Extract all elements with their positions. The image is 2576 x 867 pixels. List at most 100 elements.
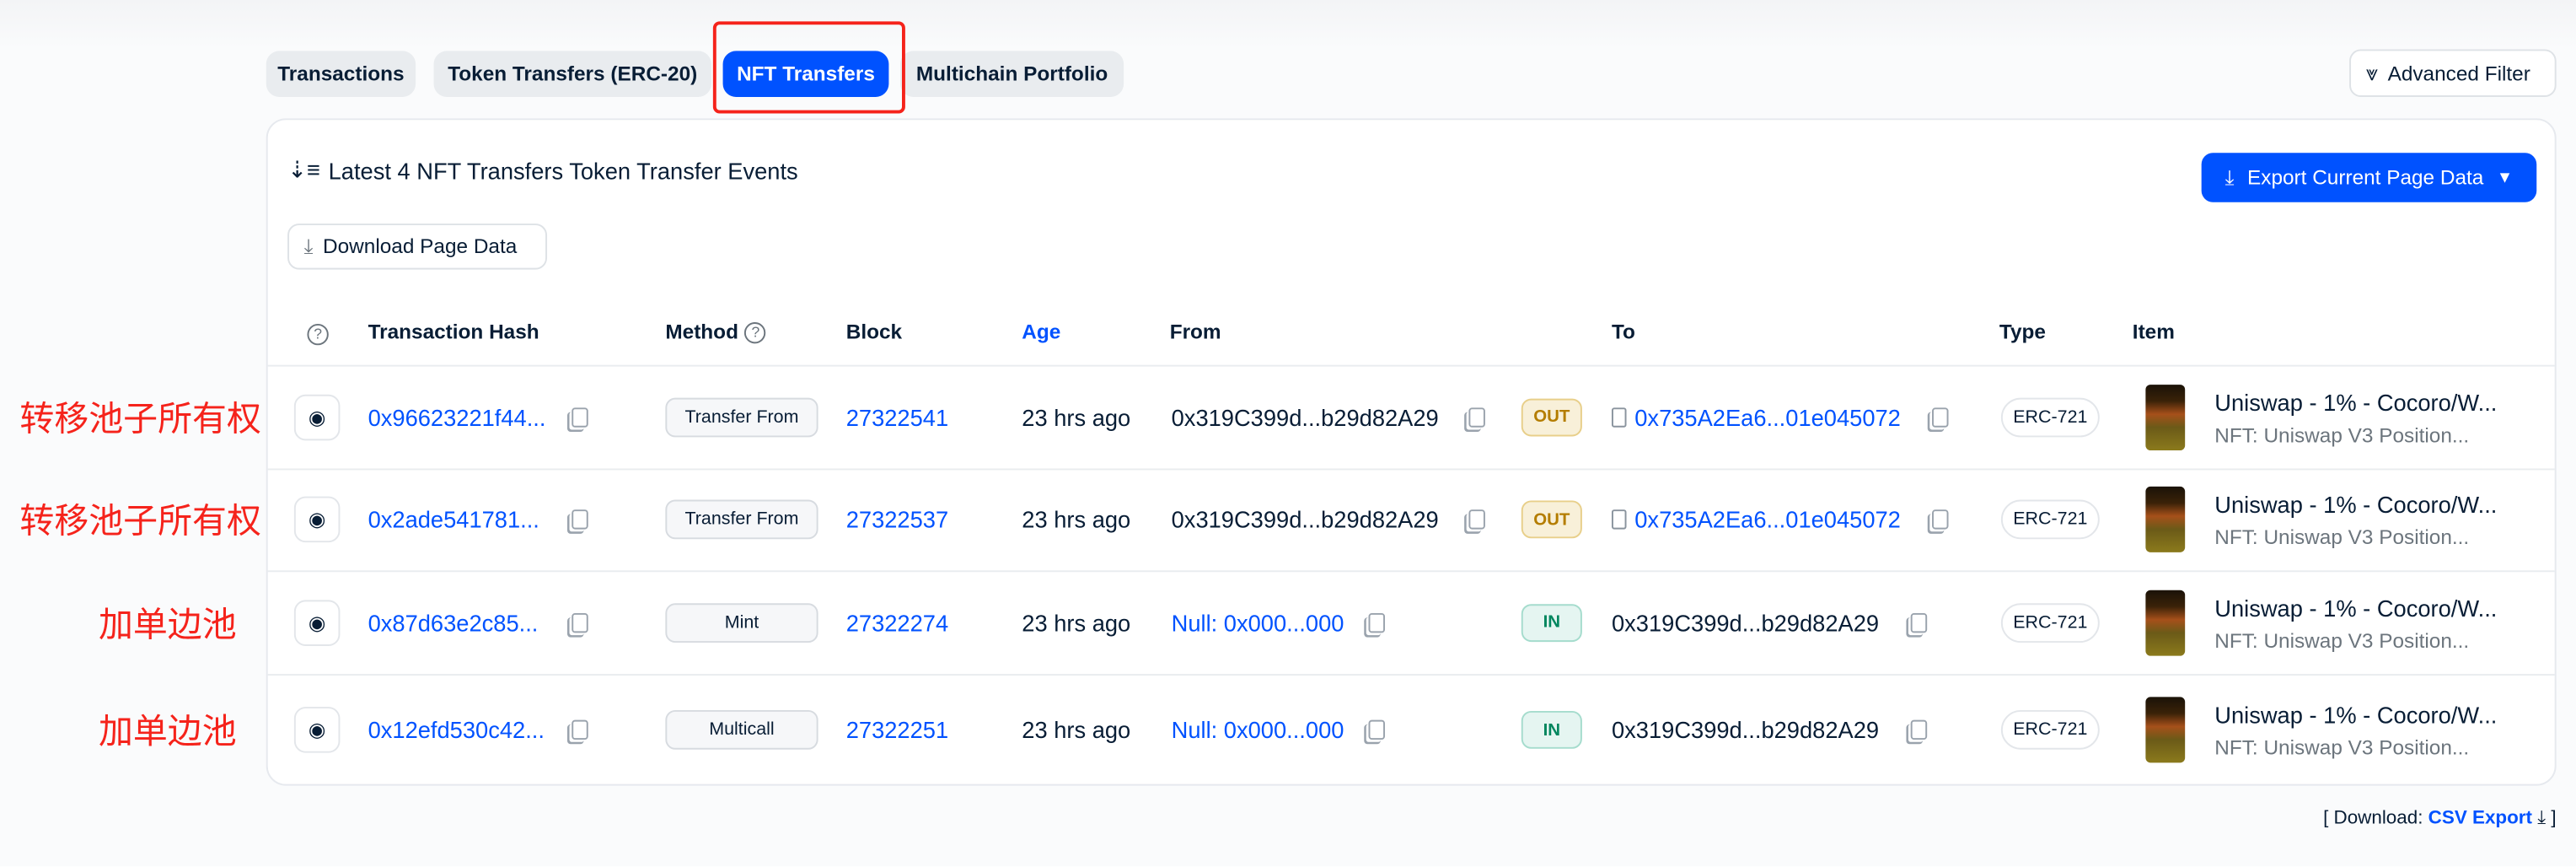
direction-badge: IN [1521,710,1582,749]
tab-transactions[interactable]: Transactions [266,51,416,97]
advanced-filter-button[interactable]: ⩔ Advanced Filter [2349,49,2557,97]
from-address[interactable]: Null: 0x000...000 [1171,716,1344,743]
to-address-text[interactable]: 0x735A2Ea6...01e045072 [1634,403,1901,430]
divider [267,570,2555,573]
method-badge: Mint [665,602,818,643]
divider [267,674,2555,676]
transaction-hash-link[interactable]: 0x87d63e2c85... [368,609,539,636]
col-item: Item [2132,320,2175,344]
copy-icon[interactable] [1932,407,1949,427]
to-address-text[interactable]: 0x319C399d...b29d82A29 [1611,716,1880,743]
contract-icon [1611,407,1627,427]
view-details-button[interactable]: ◉ [293,393,341,440]
copy-icon[interactable] [1932,509,1949,530]
copy-icon[interactable] [1910,719,1928,740]
table-row: 加单边池 ◉ 0x12efd530c42... Multicall 273222… [0,674,2576,786]
block-link[interactable]: 27322274 [845,609,949,636]
item-collection: NFT: Uniswap V3 Position... [2214,423,2470,447]
view-details-button[interactable]: ◉ [293,496,341,543]
block-link[interactable]: 27322537 [845,506,949,533]
from-address[interactable]: 0x319C399d...b29d82A29 [1171,403,1439,430]
transaction-hash-link[interactable]: 0x2ade541781... [368,506,539,533]
to-address[interactable]: 0x735A2Ea6...01e045072 [1611,506,1901,533]
from-address[interactable]: 0x319C399d...b29d82A29 [1171,506,1439,533]
to-address[interactable]: 0x319C399d...b29d82A29 [1612,717,1879,743]
age-text: 23 hrs ago [1022,609,1131,636]
age-text: 23 hrs ago [1022,716,1131,743]
annotation-label: 加单边池 [98,711,237,751]
copy-icon[interactable] [572,719,588,740]
item-title-link[interactable]: Uniswap - 1% - Cocoro/W... [2214,388,2498,416]
eye-icon: ◉ [308,718,326,741]
nft-thumbnail[interactable] [2145,486,2186,552]
from-address[interactable]: Null: 0x000...000 [1171,609,1344,636]
item-title-link[interactable]: Uniswap - 1% - Cocoro/W... [2214,594,2498,621]
to-address[interactable]: 0x735A2Ea6...01e045072 [1611,403,1901,430]
download-icon: ⤓ [2224,164,2235,189]
nft-thumbnail[interactable] [2145,384,2186,450]
view-details-button[interactable]: ◉ [293,707,341,753]
tab-token-transfers[interactable]: Token Transfers (ERC-20) [433,51,711,97]
download-label: Download Page Data [323,234,518,258]
direction-badge: OUT [1521,397,1582,436]
download-icon: ⤓ [2537,808,2546,829]
direction-badge: OUT [1521,500,1582,539]
chevron-down-icon: ▼ [2496,168,2514,187]
item-collection: NFT: Uniswap V3 Position... [2214,628,2470,652]
highlight-box [712,21,905,114]
col-type: Type [1999,320,2046,344]
col-age[interactable]: Age [1022,320,1061,344]
copy-icon[interactable] [1368,719,1386,740]
tab-multichain-portfolio[interactable]: Multichain Portfolio [900,51,1124,97]
item-collection: NFT: Uniswap V3 Position... [2214,525,2470,549]
block-link[interactable]: 27322541 [845,403,949,430]
tab-nft-transfers[interactable]: NFT Transfers [722,51,889,97]
annotation-label: 转移池子所有权 [19,501,261,541]
item-title-link[interactable]: Uniswap - 1% - Cocoro/W... [2214,702,2498,729]
view-details-button[interactable]: ◉ [293,599,341,645]
nft-thumbnail[interactable] [2145,589,2186,655]
copy-icon[interactable] [572,509,588,530]
csv-export-link[interactable]: CSV Export [2428,808,2532,829]
token-type-badge: ERC-721 [2000,709,2100,750]
card-title: ⇣≡ Latest 4 NFT Transfers Token Transfer… [287,156,798,184]
item-collection: NFT: Uniswap V3 Position... [2214,736,2470,760]
copy-icon[interactable] [572,612,588,633]
copy-icon[interactable] [572,407,588,427]
table-row: 转移池子所有权 ◉ 0x2ade541781... Transfer From … [0,468,2576,570]
download-icon: ⤓ [303,234,314,258]
annotation-label: 加单边池 [98,604,237,644]
col-to: To [1611,320,1635,344]
item-title-link[interactable]: Uniswap - 1% - Cocoro/W... [2214,491,2498,518]
method-badge: Transfer From [665,396,818,437]
card-title-text: Latest 4 NFT Transfers Token Transfer Ev… [328,157,798,184]
table-row: 转移池子所有权 ◉ 0x96623221f44... Transfer From… [0,365,2576,469]
method-badge: Transfer From [665,499,818,540]
download-page-data-button[interactable]: ⤓ Download Page Data [287,223,548,270]
direction-badge: IN [1521,603,1582,642]
export-button[interactable]: ⤓ Export Current Page Data ▼ [2201,153,2537,202]
age-text: 23 hrs ago [1022,403,1131,430]
nft-thumbnail[interactable] [2145,697,2186,763]
token-type-badge: ERC-721 [2000,602,2100,643]
to-address-text[interactable]: 0x319C399d...b29d82A29 [1611,609,1880,636]
to-address[interactable]: 0x319C399d...b29d82A29 [1612,609,1879,635]
copy-icon[interactable] [1468,509,1485,530]
transaction-hash-link[interactable]: 0x96623221f44... [368,403,546,430]
filter-icon: ⩔ [2365,60,2378,85]
footer-suffix: ] [2551,808,2557,829]
to-address-text[interactable]: 0x735A2Ea6...01e045072 [1634,506,1901,533]
block-link[interactable]: 27322251 [845,716,949,743]
transaction-hash-link[interactable]: 0x12efd530c42... [368,716,545,743]
export-label: Export Current Page Data [2247,165,2484,190]
copy-icon[interactable] [1910,612,1928,633]
copy-icon[interactable] [1468,407,1485,427]
copy-icon[interactable] [1368,612,1386,633]
help-icon[interactable]: ? [744,321,767,343]
footer-prefix: [ Download: [2323,808,2423,829]
divider [267,468,2555,471]
col-hash: Transaction Hash [368,320,539,344]
advanced-filter-label: Advanced Filter [2387,62,2530,85]
help-icon[interactable]: ? [307,320,329,345]
